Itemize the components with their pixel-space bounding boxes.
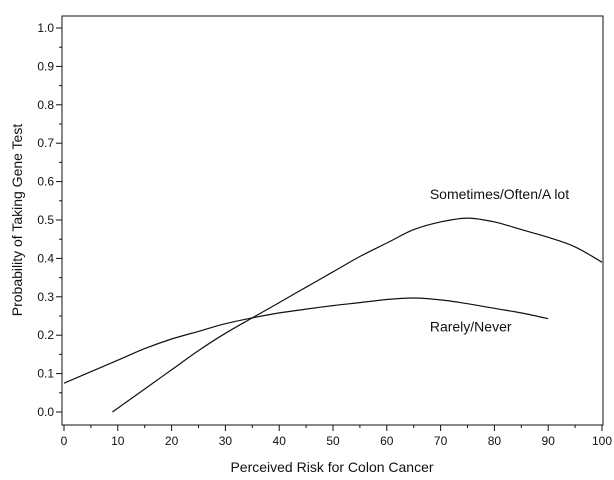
series-line-sometimes-often-a-lot bbox=[112, 217, 603, 413]
y-axis-title: Probability of Taking Gene Test bbox=[9, 124, 25, 317]
y-tick-label: 0.9 bbox=[37, 59, 54, 73]
y-tick-label: 0.0 bbox=[37, 405, 54, 419]
y-tick-label: 0.1 bbox=[37, 367, 54, 381]
x-tick-label: 80 bbox=[488, 434, 502, 448]
annotation-layer: Sometimes/Often/A lot Rarely/Never bbox=[430, 186, 569, 334]
x-axis-ticks: 0 10 20 30 40 50 60 70 80 90 100 bbox=[61, 425, 612, 448]
y-tick-label: 0.3 bbox=[37, 290, 54, 304]
y-axis-ticks: 0.0 0.1 0.2 0.3 0.4 0.5 0.6 0.7 0.8 0.9 1.0 bbox=[37, 21, 62, 419]
x-tick-label: 70 bbox=[434, 434, 448, 448]
y-tick-label: 0.5 bbox=[37, 213, 54, 227]
y-tick-label: 0.4 bbox=[37, 251, 54, 265]
series-line-rarely-never bbox=[63, 297, 549, 384]
y-tick-label: 0.8 bbox=[37, 98, 54, 112]
x-tick-label: 20 bbox=[165, 434, 179, 448]
y-tick-label: 0.6 bbox=[37, 175, 54, 189]
x-tick-label: 100 bbox=[592, 434, 612, 448]
x-tick-label: 10 bbox=[111, 434, 125, 448]
x-tick-label: 30 bbox=[219, 434, 233, 448]
x-tick-label: 50 bbox=[326, 434, 340, 448]
y-tick-label: 1.0 bbox=[37, 21, 54, 35]
y-tick-label: 0.2 bbox=[37, 328, 54, 342]
series-label-rarely-never: Rarely/Never bbox=[430, 318, 512, 334]
series-label-sometimes-often-a-lot: Sometimes/Often/A lot bbox=[430, 186, 569, 202]
x-tick-label: 60 bbox=[380, 434, 394, 448]
series-layer bbox=[63, 217, 603, 413]
y-tick-label: 0.7 bbox=[37, 136, 54, 150]
x-tick-label: 90 bbox=[542, 434, 556, 448]
x-tick-label: 0 bbox=[61, 434, 68, 448]
plot-frame bbox=[61, 15, 604, 426]
x-tick-label: 40 bbox=[273, 434, 287, 448]
x-axis-title: Perceived Risk for Colon Cancer bbox=[230, 459, 433, 475]
